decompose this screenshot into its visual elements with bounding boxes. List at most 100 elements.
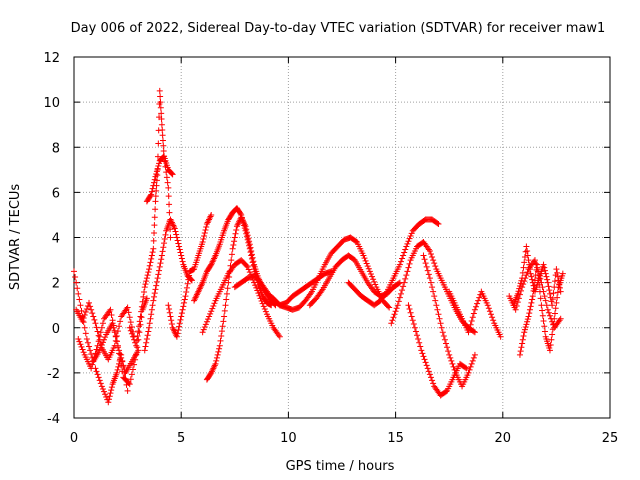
data-point [153, 282, 160, 289]
data-point [91, 354, 98, 361]
data-point [97, 340, 104, 347]
data-point [154, 153, 161, 160]
data-point [221, 307, 228, 314]
data-point [136, 318, 143, 325]
data-point [215, 348, 222, 355]
series-track-8 [165, 211, 215, 340]
data-point [157, 99, 164, 106]
data-point [516, 351, 523, 358]
data-point [427, 279, 434, 286]
data-point [176, 323, 183, 330]
data-point [256, 292, 263, 299]
data-point [90, 357, 97, 364]
data-point [221, 313, 228, 320]
data-point [424, 267, 431, 274]
data-point [168, 320, 175, 327]
data-point [182, 293, 189, 300]
data-point [161, 240, 168, 247]
data-point [463, 365, 470, 372]
data-point [540, 288, 547, 295]
data-point [546, 290, 553, 297]
data-point [94, 328, 101, 335]
data-point [133, 337, 140, 344]
data-point [400, 283, 407, 290]
data-point [529, 293, 536, 300]
data-point [423, 362, 430, 369]
data-point [396, 261, 403, 268]
data-point [486, 308, 493, 315]
data-point [262, 308, 269, 315]
y-axis-label: SDTVAR / TECUs [8, 184, 23, 291]
data-point [363, 260, 370, 267]
data-point [148, 191, 155, 198]
data-point [245, 235, 252, 242]
data-point [149, 185, 156, 192]
data-point [157, 104, 164, 111]
data-point [207, 310, 214, 317]
data-point [92, 365, 99, 372]
data-point [159, 137, 166, 144]
data-point [549, 302, 556, 309]
data-point [422, 260, 429, 267]
data-point [409, 317, 416, 324]
data-point [126, 314, 133, 321]
data-point [430, 257, 437, 264]
data-point [245, 266, 252, 273]
data-point [75, 290, 82, 297]
data-point [116, 360, 123, 367]
data-point [114, 328, 121, 335]
data-point [553, 266, 560, 273]
data-point [439, 329, 446, 336]
data-point [87, 347, 94, 354]
data-point [521, 278, 528, 285]
data-point [529, 296, 536, 303]
data-point [430, 288, 437, 295]
data-point [557, 288, 564, 295]
data-point [181, 296, 188, 303]
x-tick-label: 20 [495, 431, 512, 446]
data-point [446, 351, 453, 358]
data-point [146, 324, 153, 331]
data-point [147, 192, 154, 199]
data-point [233, 226, 240, 233]
data-point [424, 365, 431, 372]
data-point [137, 313, 144, 320]
data-point [417, 343, 424, 350]
data-point [435, 220, 442, 227]
data-point [223, 296, 230, 303]
data-point [101, 388, 108, 395]
data-point [442, 340, 449, 347]
data-point [248, 251, 255, 258]
data-point [470, 310, 477, 317]
data-point [432, 263, 439, 270]
data-point [541, 323, 548, 330]
data-point [518, 287, 525, 294]
data-point [92, 320, 99, 327]
data-point [228, 257, 235, 264]
data-point [441, 336, 448, 343]
data-point [367, 270, 374, 277]
data-point [201, 232, 208, 239]
data-point [396, 294, 403, 301]
data-point [200, 326, 207, 333]
data-point [546, 312, 553, 319]
data-point [540, 317, 547, 324]
data-point [408, 230, 415, 237]
y-tick-label: 2 [52, 277, 60, 292]
data-point [484, 302, 491, 309]
data-point [137, 321, 144, 328]
data-point [547, 342, 554, 349]
data-point [74, 285, 81, 292]
data-point [394, 302, 401, 309]
data-point [178, 313, 185, 320]
data-point [401, 249, 408, 256]
data-point [160, 148, 167, 155]
data-point [86, 299, 93, 306]
data-point [148, 306, 155, 313]
data-point [147, 315, 154, 322]
series-track-4 [92, 351, 131, 406]
data-point [148, 255, 155, 262]
data-point [465, 329, 472, 336]
y-tick-label: 12 [43, 51, 60, 66]
data-point [519, 284, 526, 291]
